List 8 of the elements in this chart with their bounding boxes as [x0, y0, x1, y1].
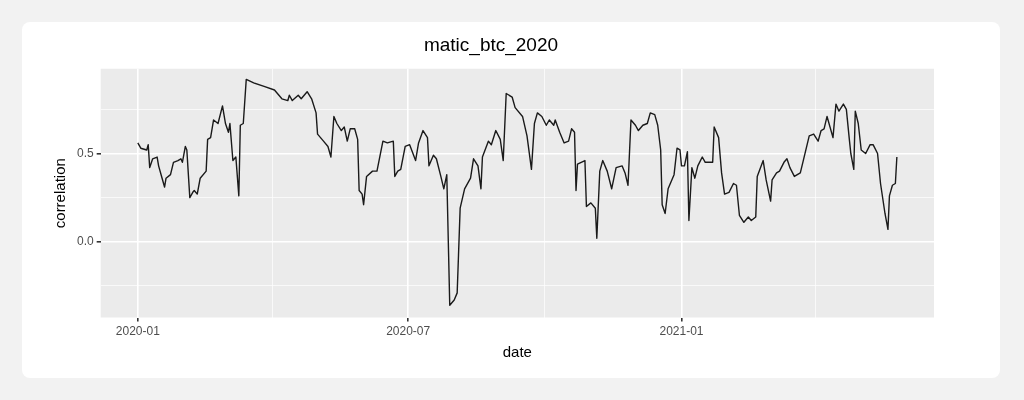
y-tick-label: 0.5	[76, 145, 94, 160]
x-tick-label: 2020-07	[386, 324, 431, 339]
y-tick-label: 0.0	[76, 234, 94, 249]
x-axis-title: date	[502, 343, 532, 361]
x-tick-label: 2021-01	[659, 324, 704, 339]
y-axis-title: correlation	[51, 158, 69, 229]
x-tick-label: 2020-01	[115, 324, 161, 339]
chart-title: matic_btc_2020	[423, 33, 559, 56]
